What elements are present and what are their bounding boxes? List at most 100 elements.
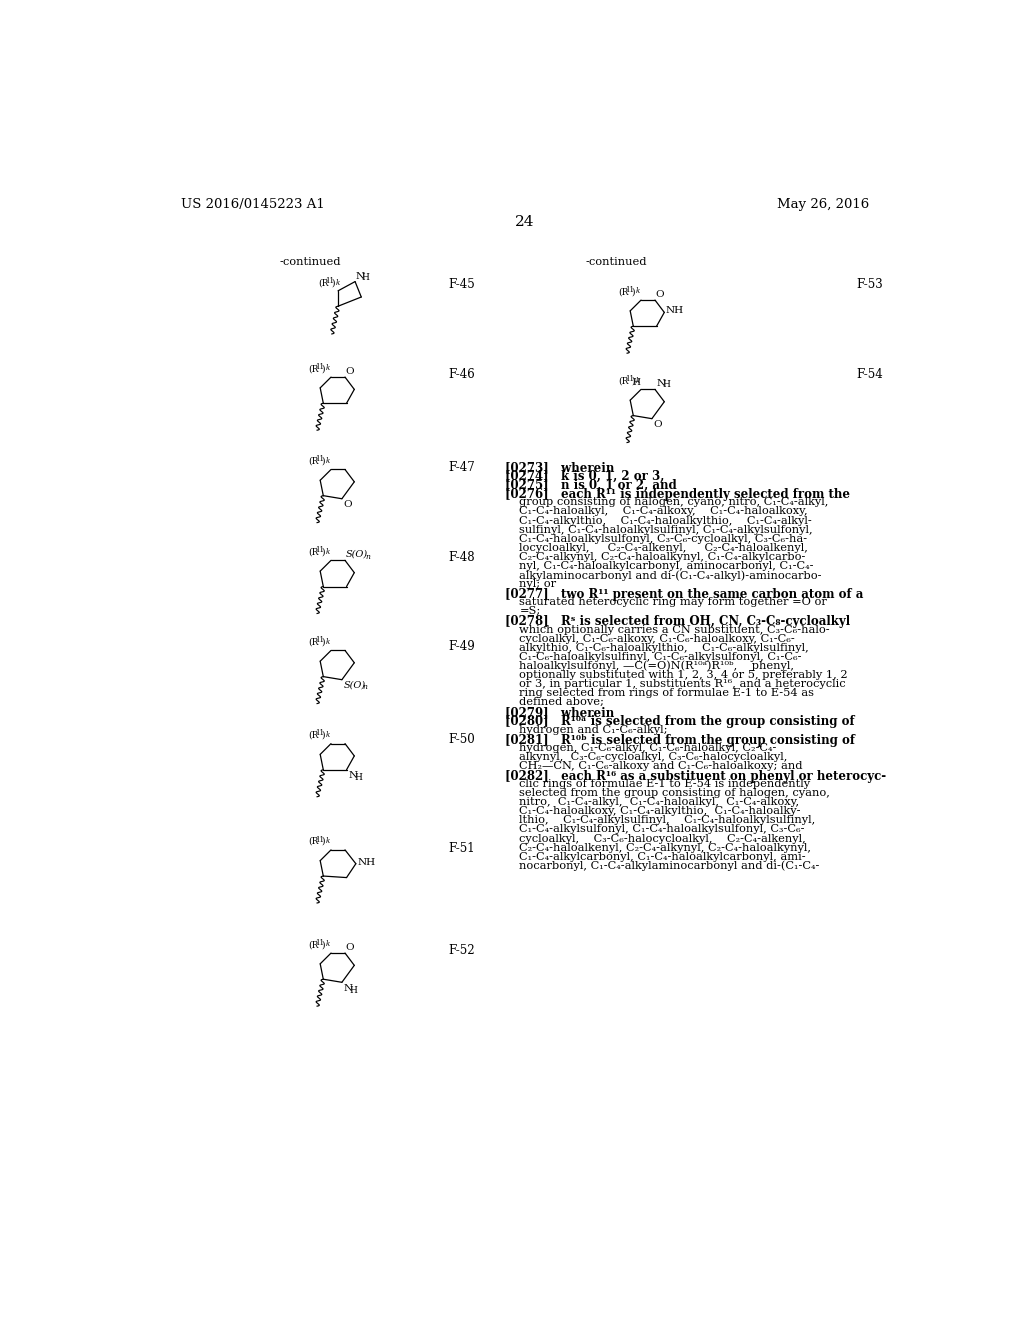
Text: 11: 11 [315, 730, 325, 738]
Text: (R: (R [308, 837, 318, 846]
Text: hydrogen, C₁-C₆-alkyl, C₁-C₆-haloalkyl, C₂-C₄-: hydrogen, C₁-C₆-alkyl, C₁-C₆-haloalkyl, … [519, 743, 777, 752]
Text: =S;: =S; [519, 606, 541, 616]
Text: alkynyl,  C₃-C₆-cycloalkyl, C₃-C₆-halocycloalkyl,: alkynyl, C₃-C₆-cycloalkyl, C₃-C₆-halocyc… [519, 752, 787, 762]
Text: 11: 11 [315, 939, 325, 946]
Text: NH: NH [357, 858, 376, 867]
Text: 11: 11 [315, 455, 325, 463]
Text: ): ) [332, 279, 335, 288]
Text: N: N [656, 379, 666, 388]
Text: F-52: F-52 [449, 944, 475, 957]
Text: nocarbonyl, C₁-C₄-alkylaminocarbonyl and di-(C₁-C₄-: nocarbonyl, C₁-C₄-alkylaminocarbonyl and… [519, 861, 820, 871]
Text: k: k [326, 364, 330, 372]
Text: [0273]   wherein: [0273] wherein [506, 461, 614, 474]
Text: defined above;: defined above; [519, 697, 604, 708]
Text: C₁-C₄-alkylsulfonyl, C₁-C₄-haloalkylsulfonyl, C₃-C₆-: C₁-C₄-alkylsulfonyl, C₁-C₄-haloalkylsulf… [519, 825, 805, 834]
Text: F-49: F-49 [449, 640, 475, 652]
Text: F-45: F-45 [449, 277, 475, 290]
Text: US 2016/0145223 A1: US 2016/0145223 A1 [180, 198, 325, 211]
Text: lthio,    C₁-C₄-alkylsulfinyl,    C₁-C₄-haloalkylsulfinyl,: lthio, C₁-C₄-alkylsulfinyl, C₁-C₄-haloal… [519, 816, 816, 825]
Text: ring selected from rings of formulae E-1 to E-54 as: ring selected from rings of formulae E-1… [519, 688, 814, 698]
Text: which optionally carries a CN substituent, C₃-C₆-halo-: which optionally carries a CN substituen… [519, 624, 830, 635]
Text: nyl; or: nyl; or [519, 579, 556, 589]
Text: (R: (R [308, 364, 318, 374]
Text: 11: 11 [326, 277, 335, 285]
Text: [0275]   n is 0, 1 or 2, and: [0275] n is 0, 1 or 2, and [506, 479, 677, 492]
Text: cycloalkyl,    C₃-C₆-halocycloalkyl,    C₂-C₄-alkenyl,: cycloalkyl, C₃-C₆-halocycloalkyl, C₂-C₄-… [519, 833, 806, 843]
Text: k: k [336, 279, 340, 286]
Text: -continued: -continued [280, 257, 341, 267]
Text: k: k [326, 638, 330, 645]
Text: H: H [361, 273, 369, 282]
Text: 11: 11 [315, 836, 325, 843]
Text: C₁-C₆-haloalkylsulfinyl, C₁-C₆-alkylsulfonyl, C₁-C₆-: C₁-C₆-haloalkylsulfinyl, C₁-C₆-alkylsulf… [519, 652, 802, 661]
Text: optionally substituted with 1, 2, 3, 4 or 5, preferably 1, 2: optionally substituted with 1, 2, 3, 4 o… [519, 671, 848, 680]
Text: C₁-C₄-haloalkoxy, C₁-C₄-alkylthio,  C₁-C₄-haloalky-: C₁-C₄-haloalkoxy, C₁-C₄-alkylthio, C₁-C₄… [519, 807, 801, 816]
Text: [0276]   each R¹¹ is independently selected from the: [0276] each R¹¹ is independently selecte… [506, 488, 850, 502]
Text: (R: (R [308, 457, 318, 466]
Text: ): ) [322, 940, 326, 949]
Text: n: n [362, 682, 368, 690]
Text: O: O [655, 289, 665, 298]
Text: -continued: -continued [586, 257, 647, 267]
Text: selected from the group consisting of halogen, cyano,: selected from the group consisting of ha… [519, 788, 830, 799]
Text: 24: 24 [515, 215, 535, 230]
Text: nitro,  C₁-C₄-alkyl,  C₁-C₄-haloalkyl,  C₁-C₄-alkoxy,: nitro, C₁-C₄-alkyl, C₁-C₄-haloalkyl, C₁-… [519, 797, 800, 808]
Text: F-47: F-47 [449, 461, 475, 474]
Text: 11: 11 [626, 286, 635, 294]
Text: k: k [326, 457, 330, 465]
Text: F-48: F-48 [449, 552, 475, 564]
Text: (R: (R [308, 940, 318, 949]
Text: 11: 11 [315, 636, 325, 644]
Text: ): ) [632, 376, 635, 385]
Text: H: H [663, 380, 671, 389]
Text: k: k [326, 548, 330, 556]
Text: O: O [346, 367, 354, 376]
Text: ): ) [322, 638, 326, 647]
Text: S(O): S(O) [343, 681, 366, 689]
Text: saturated heterocyclic ring may form together =O or: saturated heterocyclic ring may form tog… [519, 597, 827, 607]
Text: 11: 11 [626, 375, 635, 383]
Text: group consisting of halogen, cyano, nitro, C₁-C₄-alkyl,: group consisting of halogen, cyano, nitr… [519, 498, 828, 507]
Text: [0280]   R¹⁰ᵃ is selected from the group consisting of: [0280] R¹⁰ᵃ is selected from the group c… [506, 715, 855, 729]
Text: 11: 11 [315, 546, 325, 554]
Text: ): ) [632, 288, 635, 296]
Text: C₁-C₄-haloalkylsulfonyl, C₃-C₆-cycloalkyl, C₃-C₆-ha-: C₁-C₄-haloalkylsulfonyl, C₃-C₆-cycloalky… [519, 533, 808, 544]
Text: (R: (R [308, 548, 318, 557]
Text: N: N [343, 983, 352, 993]
Text: n: n [366, 553, 370, 561]
Text: alkylaminocarbonyl and di-(C₁-C₄-alkyl)-aminocarbo-: alkylaminocarbonyl and di-(C₁-C₄-alkyl)-… [519, 570, 822, 581]
Text: alkylthio, C₁-C₆-haloalkylthio,    C₁-C₆-alkylsulfinyl,: alkylthio, C₁-C₆-haloalkylthio, C₁-C₆-al… [519, 643, 809, 652]
Text: haloalkylsulfonyl, —C(=O)N(R¹⁰ᵃ)R¹⁰ᵇ,    phenyl,: haloalkylsulfonyl, —C(=O)N(R¹⁰ᵃ)R¹⁰ᵇ, ph… [519, 661, 795, 672]
Text: C₂-C₄-alkynyl, C₂-C₄-haloalkynyl, C₁-C₄-alkylcarbo-: C₂-C₄-alkynyl, C₂-C₄-haloalkynyl, C₁-C₄-… [519, 552, 806, 562]
Text: C₁-C₄-haloalkyl,    C₁-C₄-alkoxy,    C₁-C₄-haloalkoxy,: C₁-C₄-haloalkyl, C₁-C₄-alkoxy, C₁-C₄-hal… [519, 507, 808, 516]
Text: [0278]   Rˢ is selected from OH, CN, C₃-C₈-cycloalkyl: [0278] Rˢ is selected from OH, CN, C₃-C₈… [506, 615, 851, 628]
Text: cycloalkyl, C₁-C₆-alkoxy, C₁-C₆-haloalkoxy, C₁-C₆-: cycloalkyl, C₁-C₆-alkoxy, C₁-C₆-haloalko… [519, 634, 795, 644]
Text: 11: 11 [315, 363, 325, 371]
Text: F-51: F-51 [449, 842, 475, 855]
Text: k: k [326, 837, 330, 845]
Text: ): ) [322, 364, 326, 374]
Text: [0281]   R¹⁰ᵇ is selected from the group consisting of: [0281] R¹⁰ᵇ is selected from the group c… [506, 734, 855, 747]
Text: N: N [348, 771, 357, 780]
Text: ): ) [322, 731, 326, 739]
Text: S(O): S(O) [346, 550, 368, 558]
Text: [0279]   wherein: [0279] wherein [506, 706, 614, 719]
Text: k: k [326, 731, 330, 739]
Text: [0274]   k is 0, 1, 2 or 3,: [0274] k is 0, 1, 2 or 3, [506, 470, 665, 483]
Text: sulfinyl, C₁-C₄-haloalkylsulfinyl, C₁-C₄-alkylsulfonyl,: sulfinyl, C₁-C₄-haloalkylsulfinyl, C₁-C₄… [519, 524, 813, 535]
Text: k: k [636, 376, 640, 385]
Text: F-50: F-50 [449, 733, 475, 746]
Text: ): ) [322, 457, 326, 466]
Text: [0277]   two R¹¹ present on the same carbon atom of a: [0277] two R¹¹ present on the same carbo… [506, 589, 864, 601]
Text: k: k [636, 288, 640, 296]
Text: (R: (R [617, 376, 628, 385]
Text: H: H [633, 378, 640, 387]
Text: H: H [349, 986, 357, 995]
Text: NH: NH [666, 306, 684, 315]
Text: locycloalkyl,     C₂-C₄-alkenyl,     C₂-C₄-haloalkenyl,: locycloalkyl, C₂-C₄-alkenyl, C₂-C₄-haloa… [519, 543, 808, 553]
Text: or 3, in particular 1, substituents R¹⁶, and a heterocyclic: or 3, in particular 1, substituents R¹⁶,… [519, 678, 846, 689]
Text: C₁-C₄-alkylthio,    C₁-C₄-haloalkylthio,    C₁-C₄-alkyl-: C₁-C₄-alkylthio, C₁-C₄-haloalkylthio, C₁… [519, 516, 812, 525]
Text: O: O [653, 420, 663, 429]
Text: H: H [354, 774, 362, 781]
Text: nyl, C₁-C₄-haloalkylcarbonyl, aminocarbonyl, C₁-C₄-: nyl, C₁-C₄-haloalkylcarbonyl, aminocarbo… [519, 561, 814, 572]
